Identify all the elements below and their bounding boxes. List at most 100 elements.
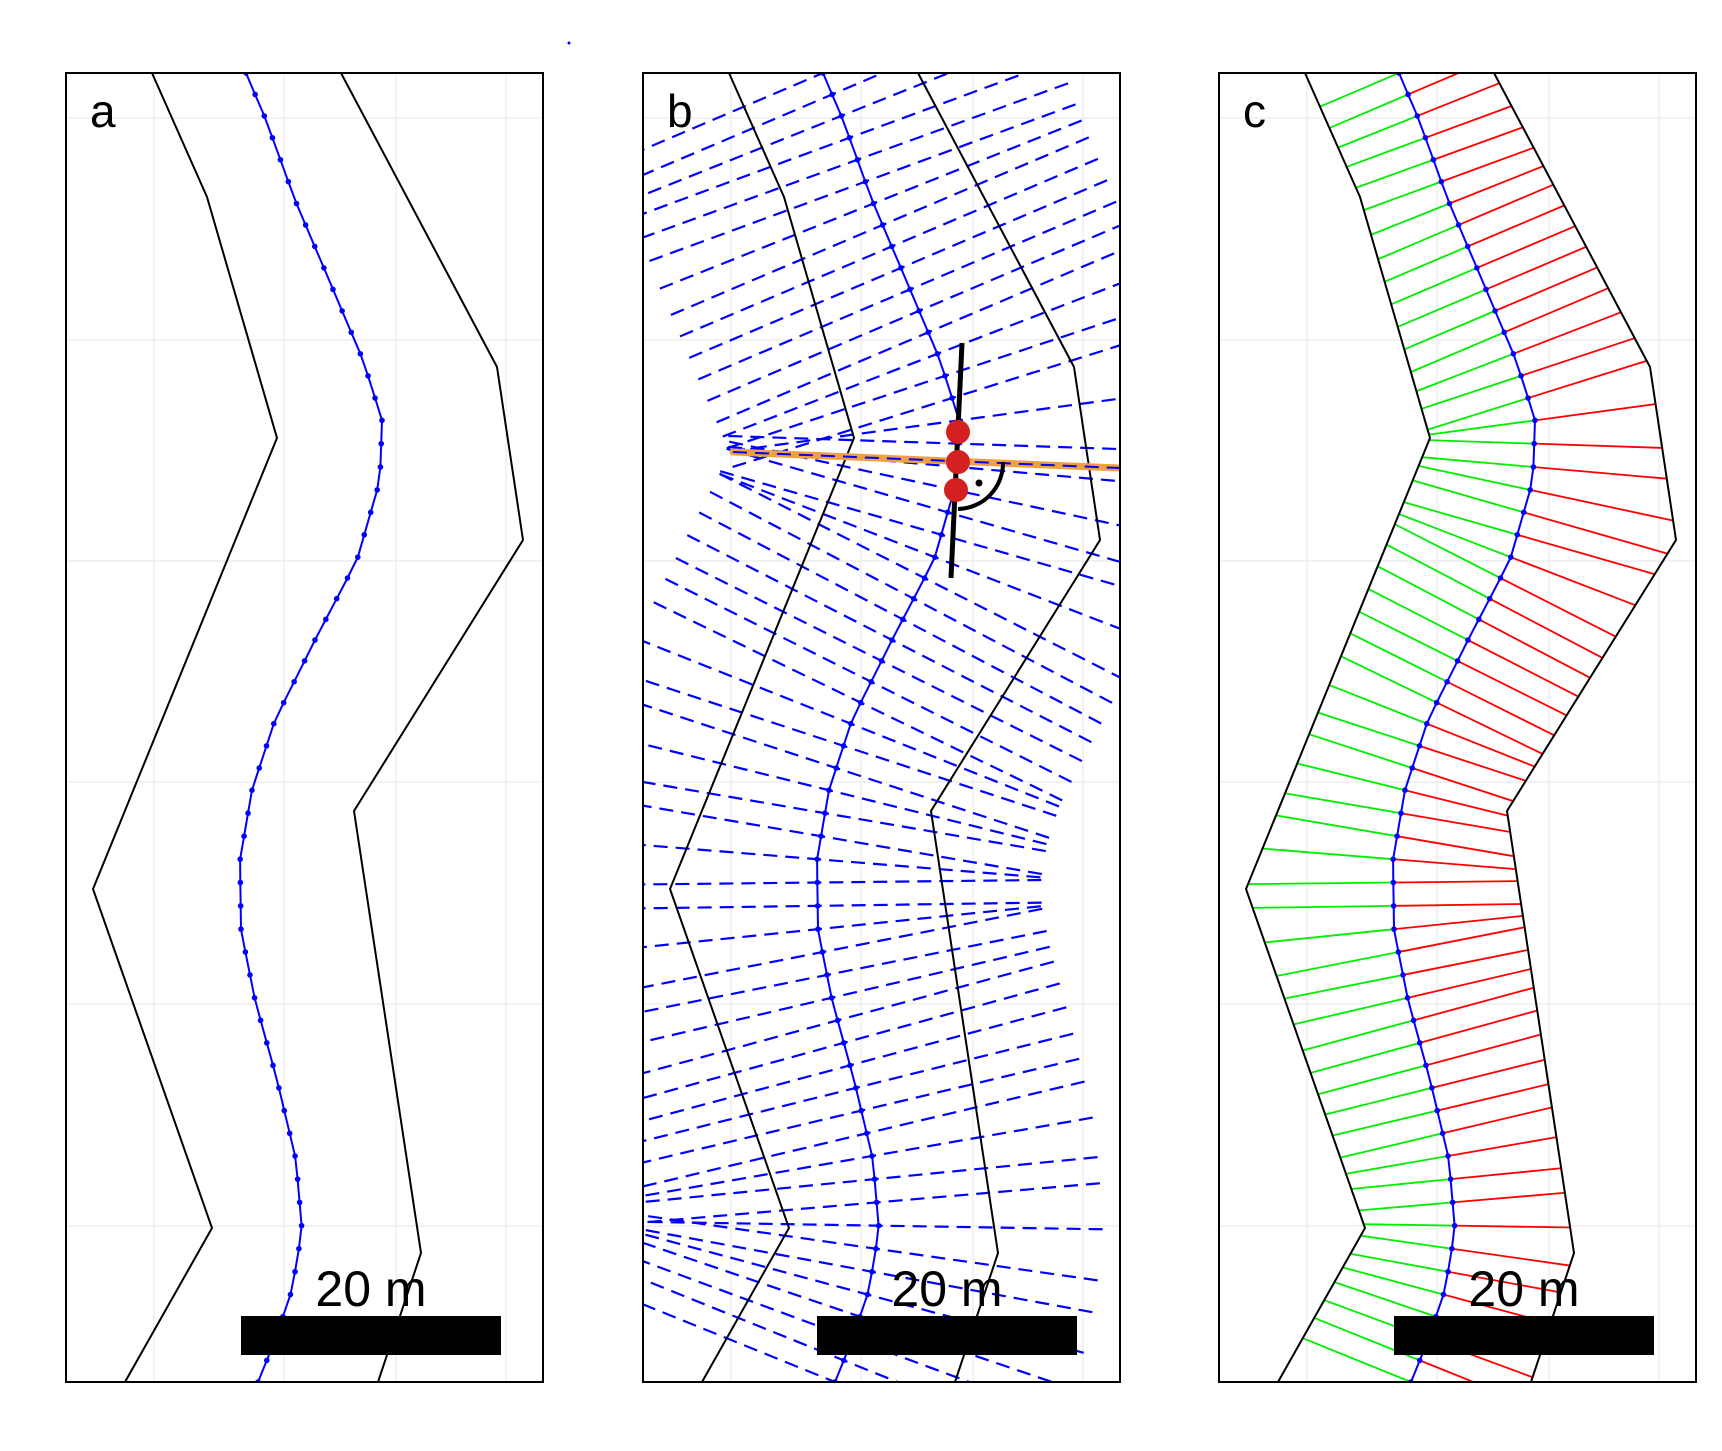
centerline-point [377,464,384,470]
centerline-point [921,575,928,581]
centerline-point [1414,113,1421,119]
left-width-segment [1317,1064,1427,1096]
centerline-point [1518,373,1524,379]
highlight-b [729,342,1120,579]
centerline-point [814,903,821,909]
centerline-point [934,351,941,357]
left-width-segment [1377,224,1459,261]
centerline-point [1429,1085,1435,1091]
right-width-segment [1520,337,1636,377]
left-width-segment [1341,1266,1444,1296]
left-width-segment [1328,93,1409,129]
centerline-point [828,995,835,1001]
right-width-segment [1396,835,1515,858]
centerline-point [237,879,244,886]
centerline-a [237,73,385,1382]
centerline-point [847,720,854,727]
scale-bar-a [241,1316,501,1355]
centerline-point [870,200,877,207]
panel-b: b 20 m [642,72,1121,1383]
centerline-point [378,440,385,447]
right-width-segment [1510,556,1637,607]
centerline-point [814,856,820,862]
right-width-segment [1452,1191,1566,1204]
left-width-segment [1402,500,1518,536]
centerline-point [838,113,845,119]
centerline-point [864,1291,871,1298]
centerline-point [242,949,249,955]
left-width-segment [1302,1337,1412,1382]
left-width-segment [1367,588,1469,641]
centerline-point [321,265,327,271]
right-width-segment [1503,287,1609,334]
right-width-segment [1494,266,1598,312]
centerline-point [826,787,832,794]
centerline-point [829,91,835,98]
centerline-point [367,509,374,516]
centerline-point [868,678,874,685]
right-width-segment [1398,926,1526,953]
centerline-point [822,810,828,817]
centerline-point [1438,178,1445,185]
centerline-point [357,351,364,357]
centerline-point [910,595,917,602]
right-width-segment [1523,511,1669,555]
centerline-point [311,243,318,250]
right-width-segment [1419,1359,1476,1382]
centerline-c [1390,73,1538,1382]
centerline-point [1527,487,1533,493]
left-width-segment [1359,1234,1453,1250]
grid-a [66,73,543,1382]
centerline-point [348,329,355,336]
centerline-point [819,949,826,955]
right-width-segment [1476,225,1576,269]
centerline-point [269,134,276,141]
centerline-point [942,373,948,379]
centerline-point [1501,329,1508,336]
centerline-point [261,113,268,119]
right-angle-dot [975,479,983,487]
right-width-segment [1513,311,1622,355]
grid-c [1219,73,1696,1382]
centerline-point [287,1291,294,1298]
right-width-segment [1433,126,1524,161]
left-width-segment [1421,456,1534,468]
stray-dot [567,41,571,45]
centerline-point [873,1199,880,1206]
right-width-segment [1436,701,1544,755]
centerline-point [257,1017,264,1024]
left-width-segment [1383,245,1469,283]
centerline-point [1400,972,1406,978]
centerline-point [293,200,300,207]
centerline-point [270,720,277,727]
right-width-segment [1478,618,1591,679]
right-width-segment [1411,767,1515,803]
centerline-point [301,658,308,664]
centerline-point [1497,575,1504,581]
centerline-point [302,222,309,228]
right-width-segment [1446,680,1555,737]
centerline-point [1474,265,1480,271]
left-width-segment [1357,1201,1453,1212]
right-width-segment [1393,880,1519,884]
left-width-segment [1394,523,1501,579]
right-width-segment [1457,660,1568,717]
right-width-segment [1467,639,1580,698]
scale-label-c: 20 m [1468,1261,1579,1317]
right-width-segment [1425,1033,1542,1067]
centerline-point [1390,879,1397,886]
left-width-segment [1363,180,1442,212]
left-width-segment [1302,1019,1414,1052]
centerline-point [1492,308,1498,314]
centerline-point [888,243,895,250]
right-angle-arc [957,461,1006,511]
centerline-point [1433,699,1440,706]
centerline-point [1423,1062,1429,1069]
centerline-point [898,265,904,271]
right-width-segment [1458,183,1554,226]
centerline-point [291,678,297,685]
centerline-point [379,417,385,424]
centerline-point [1483,286,1489,293]
left-width-segment [1390,267,1478,306]
centerline-point [834,1017,841,1024]
